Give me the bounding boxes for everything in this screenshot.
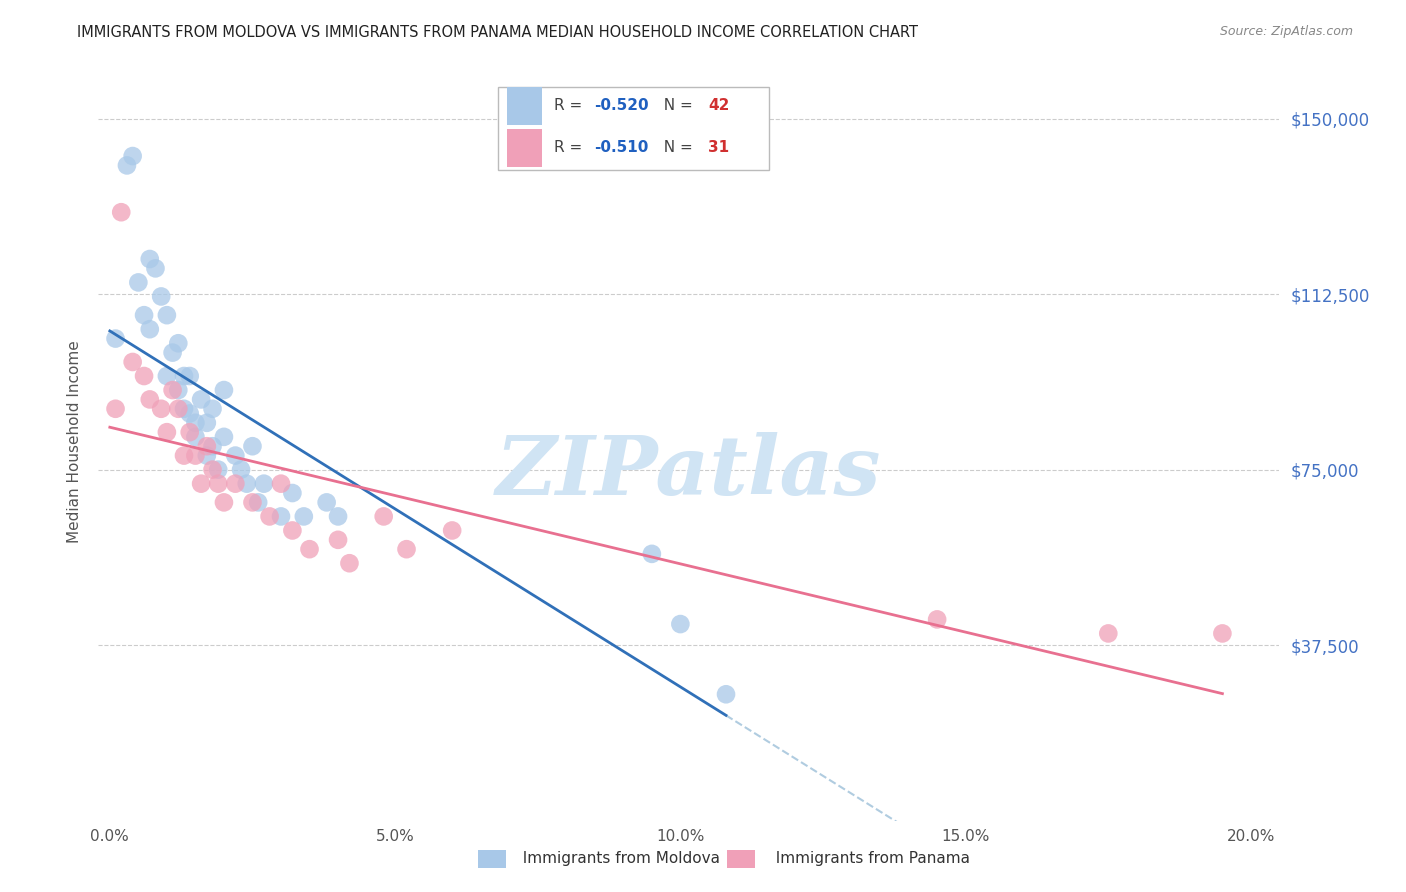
Point: [195, 449, 218, 463]
Point: [195, 439, 218, 453]
Text: -0.520: -0.520: [595, 98, 650, 113]
Point: [190, 392, 212, 407]
Point: [156, 425, 179, 440]
Point: [132, 308, 155, 322]
Point: [201, 462, 224, 476]
Bar: [508, 87, 543, 125]
Point: [207, 462, 229, 476]
Point: [150, 401, 173, 416]
Point: [179, 407, 201, 421]
Point: [145, 261, 167, 276]
Point: [173, 401, 195, 416]
Point: [339, 556, 361, 570]
Point: [162, 345, 184, 359]
Point: [641, 547, 664, 561]
Point: [373, 509, 395, 524]
Bar: [478, 850, 506, 868]
Point: [212, 495, 235, 509]
Point: [173, 369, 195, 384]
Point: [167, 383, 190, 397]
Point: [121, 355, 143, 369]
Point: [139, 322, 162, 336]
Point: [139, 392, 162, 407]
Text: 42: 42: [707, 98, 730, 113]
Point: [395, 542, 418, 557]
Point: [110, 205, 132, 219]
Text: Immigrants from Moldova: Immigrants from Moldova: [513, 852, 720, 866]
Text: IMMIGRANTS FROM MOLDOVA VS IMMIGRANTS FROM PANAMA MEDIAN HOUSEHOLD INCOME CORREL: IMMIGRANTS FROM MOLDOVA VS IMMIGRANTS FR…: [77, 25, 918, 40]
Point: [167, 401, 190, 416]
Point: [281, 524, 304, 538]
Point: [150, 289, 173, 303]
Point: [207, 476, 229, 491]
Point: [201, 439, 224, 453]
Point: [195, 416, 218, 430]
Text: Immigrants from Panama: Immigrants from Panama: [766, 852, 970, 866]
Point: [179, 425, 201, 440]
Point: [121, 149, 143, 163]
Point: [212, 430, 235, 444]
Point: [927, 612, 949, 626]
Point: [1211, 626, 1233, 640]
FancyBboxPatch shape: [498, 87, 769, 170]
Text: ZIPatlas: ZIPatlas: [496, 432, 882, 512]
Point: [714, 687, 737, 701]
Point: [201, 401, 224, 416]
Point: [242, 495, 264, 509]
Point: [292, 509, 315, 524]
Point: [156, 369, 179, 384]
Point: [270, 509, 292, 524]
Point: [441, 524, 464, 538]
Point: [212, 383, 235, 397]
Point: [139, 252, 162, 266]
Point: [184, 416, 207, 430]
Point: [270, 476, 292, 491]
Text: -0.510: -0.510: [595, 140, 648, 154]
Point: [190, 476, 212, 491]
Point: [247, 495, 270, 509]
Point: [132, 369, 155, 384]
Point: [669, 617, 692, 632]
Point: [162, 383, 184, 397]
Point: [184, 430, 207, 444]
Text: R =: R =: [554, 98, 588, 113]
Point: [179, 369, 201, 384]
Point: [253, 476, 276, 491]
Point: [224, 449, 246, 463]
Point: [127, 276, 149, 290]
Point: [229, 462, 252, 476]
Point: [156, 308, 179, 322]
Point: [224, 476, 246, 491]
Point: [326, 509, 349, 524]
Bar: [727, 850, 755, 868]
Point: [173, 449, 195, 463]
Point: [104, 332, 127, 346]
Point: [259, 509, 281, 524]
Text: 31: 31: [707, 140, 728, 154]
Point: [315, 495, 337, 509]
Text: N =: N =: [654, 98, 697, 113]
Point: [236, 476, 259, 491]
Point: [1097, 626, 1119, 640]
Text: R =: R =: [554, 140, 588, 154]
Point: [242, 439, 264, 453]
Bar: [508, 129, 543, 167]
Point: [104, 401, 127, 416]
Point: [115, 158, 138, 172]
Point: [326, 533, 349, 547]
Text: N =: N =: [654, 140, 697, 154]
Point: [167, 336, 190, 351]
Point: [281, 486, 304, 500]
Y-axis label: Median Household Income: Median Household Income: [67, 340, 83, 543]
Point: [184, 449, 207, 463]
Text: Source: ZipAtlas.com: Source: ZipAtlas.com: [1219, 25, 1353, 38]
Point: [298, 542, 321, 557]
